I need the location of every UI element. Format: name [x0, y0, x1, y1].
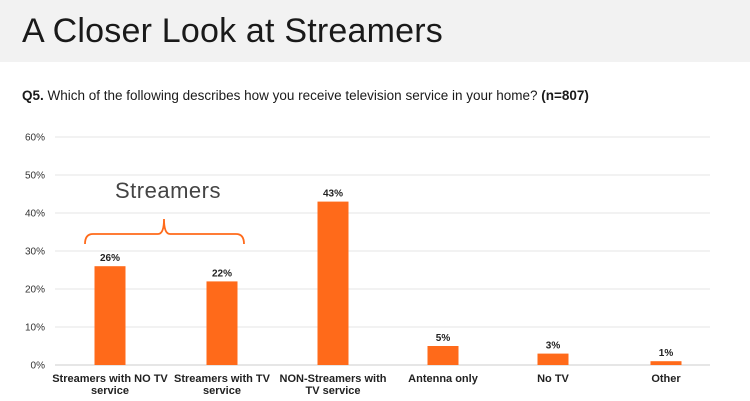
streamers-annotation: Streamers [84, 178, 245, 245]
bar [206, 281, 238, 365]
data-label: 26% [100, 253, 120, 264]
bars [94, 201, 682, 365]
y-axis: 0% 10% 20% 30% 40% 50% 60% [25, 133, 45, 372]
data-label: 43% [323, 189, 343, 200]
y-tick-label: 10% [25, 323, 45, 334]
x-tick-label: Antenna only [408, 373, 479, 385]
bar [537, 353, 569, 365]
data-label: 1% [659, 348, 674, 359]
grid-lines [55, 136, 710, 366]
data-label: 5% [436, 333, 451, 344]
bar [317, 201, 349, 365]
x-tick-label: Streamers with TV [174, 373, 271, 385]
streamers-bracket [84, 218, 245, 245]
data-label: 22% [212, 268, 232, 279]
data-label: 3% [546, 341, 561, 352]
x-tick-label: service [203, 385, 241, 397]
streamers-label: Streamers [115, 178, 221, 203]
bar [650, 361, 682, 365]
x-tick-label: NON-Streamers with [280, 373, 387, 385]
bar [94, 266, 126, 365]
bar [427, 346, 459, 365]
y-tick-label: 60% [25, 133, 45, 144]
x-tick-label: Other [651, 373, 681, 385]
y-tick-label: 20% [25, 285, 45, 296]
x-tick-label: Streamers with NO TV [52, 373, 168, 385]
question-body: Which of the following describes how you… [43, 88, 542, 103]
question-sample-size: (n=807) [541, 88, 589, 103]
title-band [0, 0, 750, 62]
question-prefix: Q5. [22, 88, 44, 103]
x-tick-label: TV service [305, 385, 360, 397]
question-text: Q5. Which of the following describes how… [22, 88, 589, 103]
y-tick-label: 40% [25, 209, 45, 220]
y-tick-label: 30% [25, 247, 45, 258]
page-title: A Closer Look at Streamers [22, 12, 443, 50]
y-tick-label: 50% [25, 171, 45, 182]
x-tick-label: service [91, 385, 129, 397]
x-tick-label: No TV [537, 373, 569, 385]
y-tick-label: 0% [31, 361, 46, 372]
value-labels: 26% 22% 43% 5% 3% 1% [100, 189, 673, 360]
